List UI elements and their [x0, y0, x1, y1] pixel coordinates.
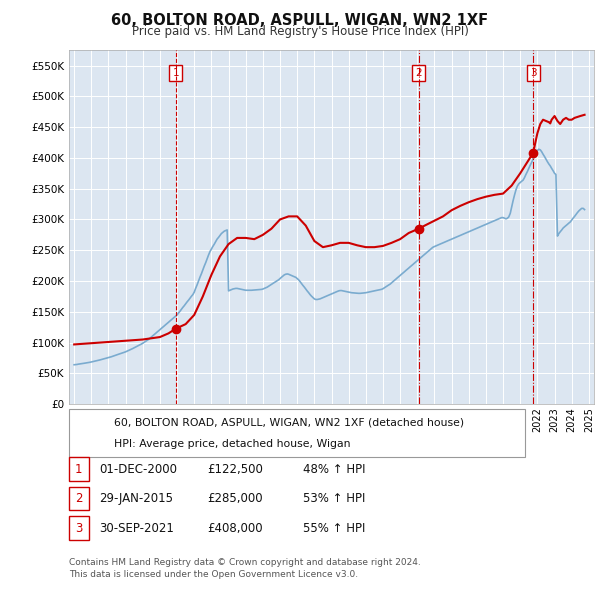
Text: 1: 1 [172, 68, 179, 78]
Text: 30-SEP-2021: 30-SEP-2021 [99, 522, 174, 535]
Text: HPI: Average price, detached house, Wigan: HPI: Average price, detached house, Wiga… [114, 439, 350, 449]
Text: 2: 2 [415, 68, 422, 78]
Text: 53% ↑ HPI: 53% ↑ HPI [303, 492, 365, 505]
Text: 55% ↑ HPI: 55% ↑ HPI [303, 522, 365, 535]
Text: 2: 2 [75, 492, 83, 505]
Text: 01-DEC-2000: 01-DEC-2000 [99, 463, 177, 476]
Text: £408,000: £408,000 [207, 522, 263, 535]
Text: 1: 1 [75, 463, 83, 476]
Text: £285,000: £285,000 [207, 492, 263, 505]
Text: 60, BOLTON ROAD, ASPULL, WIGAN, WN2 1XF: 60, BOLTON ROAD, ASPULL, WIGAN, WN2 1XF [112, 13, 488, 28]
Text: 3: 3 [75, 522, 83, 535]
Text: 29-JAN-2015: 29-JAN-2015 [99, 492, 173, 505]
Text: 60, BOLTON ROAD, ASPULL, WIGAN, WN2 1XF (detached house): 60, BOLTON ROAD, ASPULL, WIGAN, WN2 1XF … [114, 417, 464, 427]
Text: 3: 3 [530, 68, 536, 78]
Text: Contains HM Land Registry data © Crown copyright and database right 2024.
This d: Contains HM Land Registry data © Crown c… [69, 558, 421, 579]
Text: 48% ↑ HPI: 48% ↑ HPI [303, 463, 365, 476]
Text: Price paid vs. HM Land Registry's House Price Index (HPI): Price paid vs. HM Land Registry's House … [131, 25, 469, 38]
Text: £122,500: £122,500 [207, 463, 263, 476]
